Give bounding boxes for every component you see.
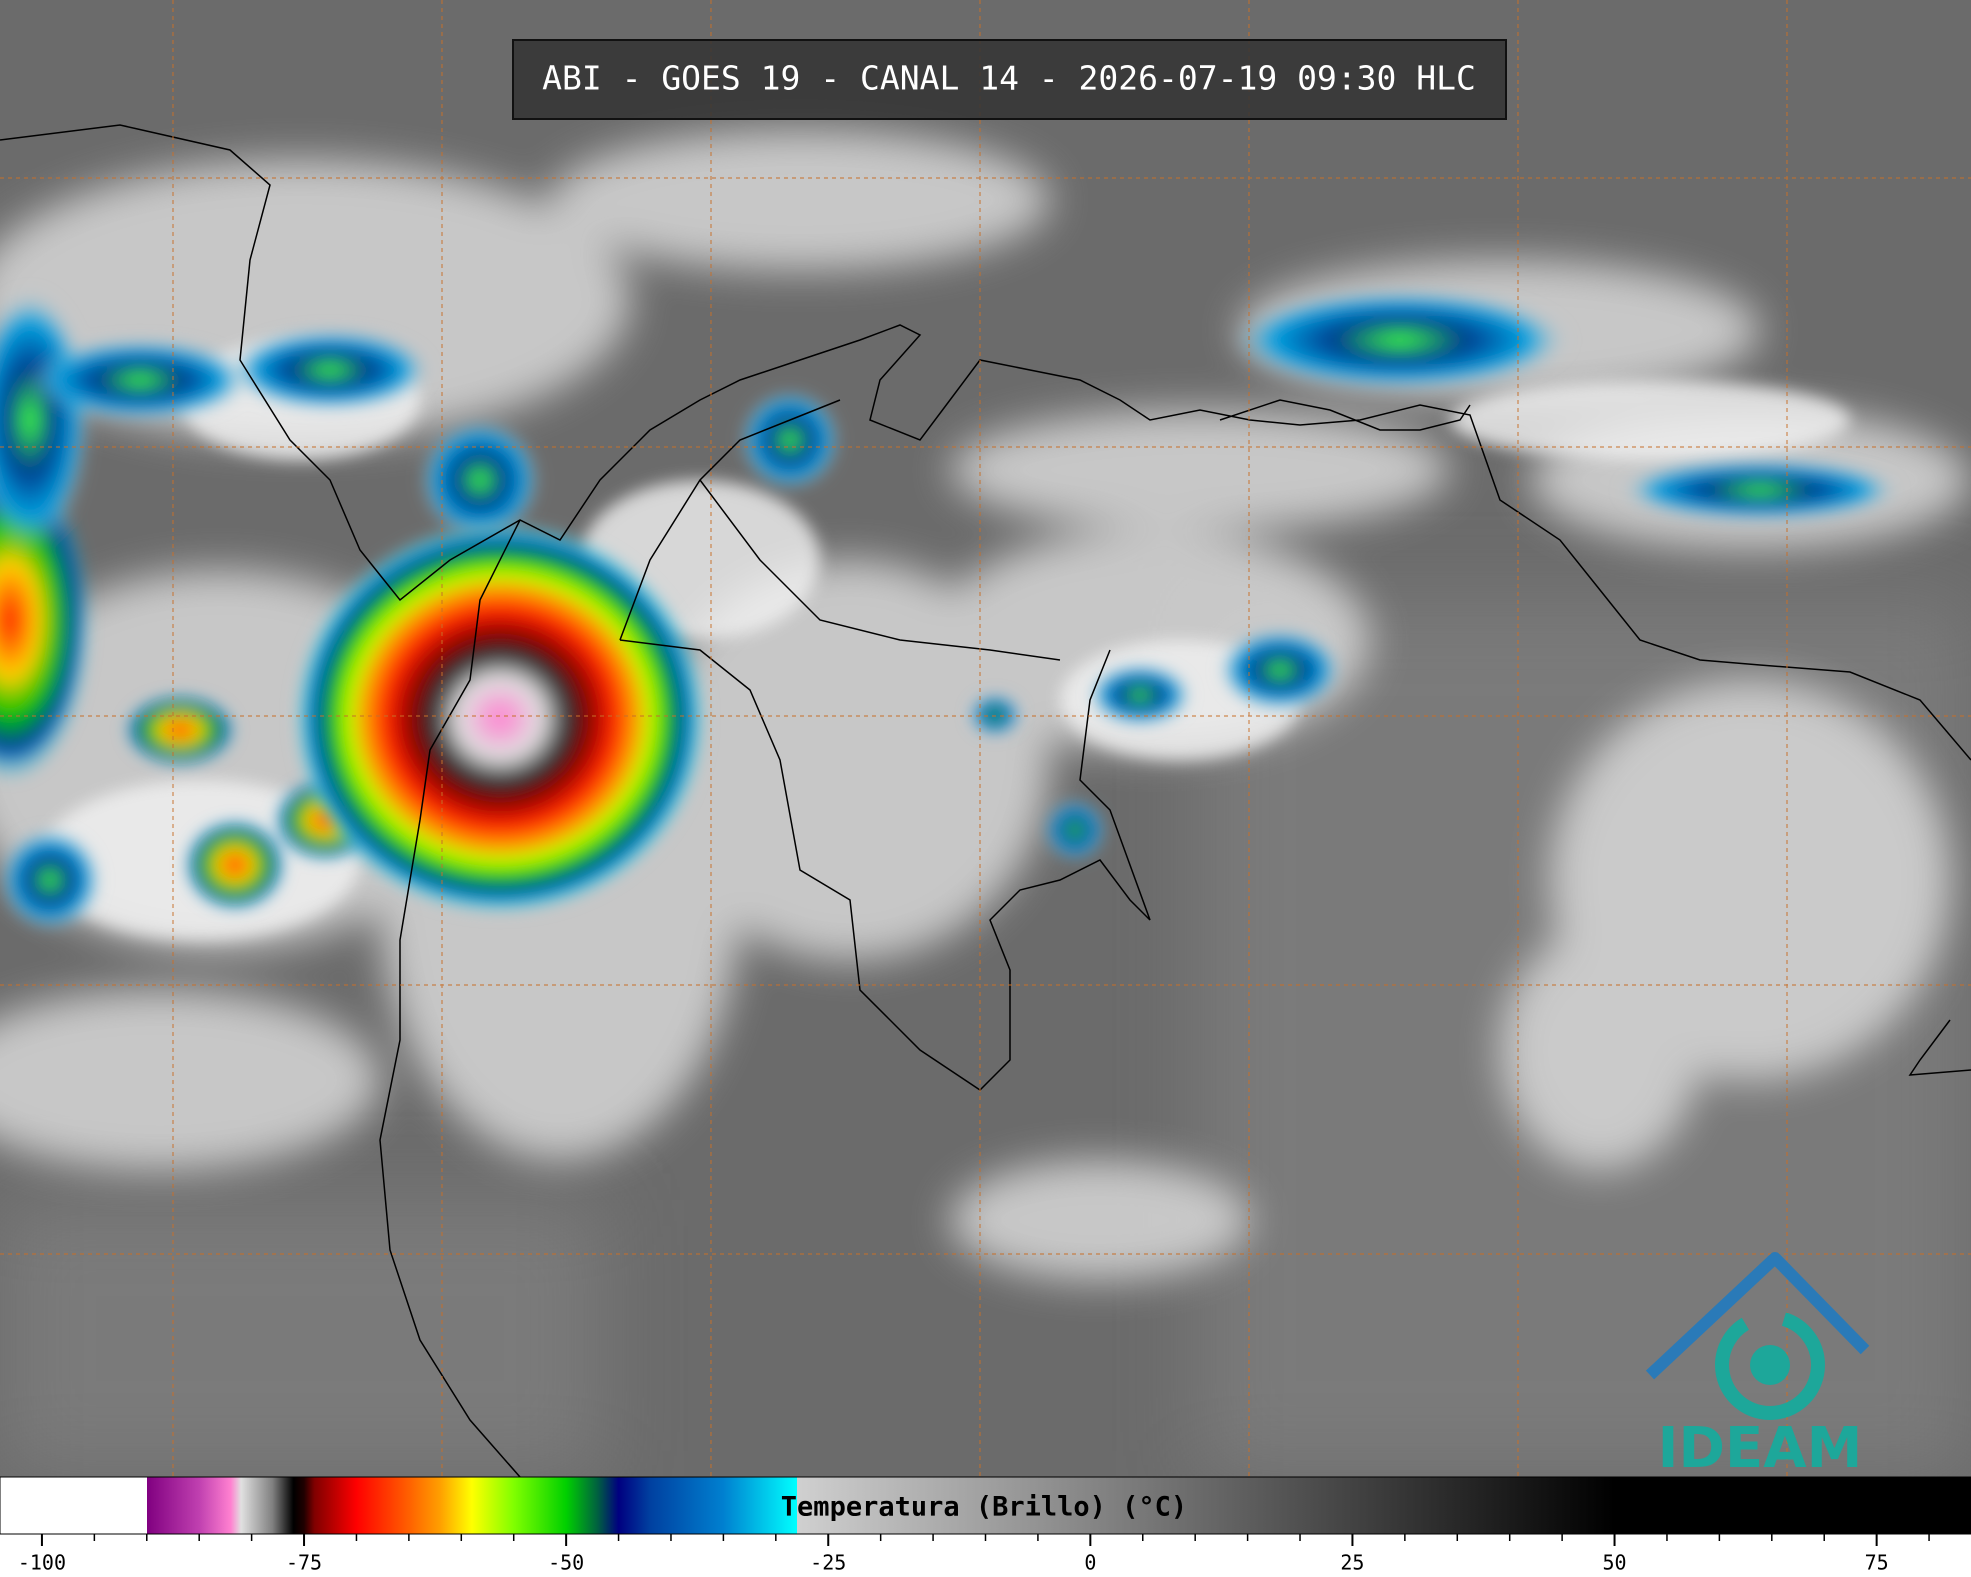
tick-label: 0 — [1084, 1551, 1096, 1575]
graticule — [0, 0, 1971, 1477]
tick-label: -25 — [810, 1551, 846, 1575]
colorbar: -100 -75 -50 -25 0 25 50 75 — [0, 1476, 1971, 1575]
title: ABI - GOES 19 - CANAL 14 - 2026-07-19 09… — [542, 59, 1476, 98]
tick-label: 25 — [1340, 1551, 1364, 1575]
colorbar-scale — [0, 1476, 1971, 1535]
tick-label: 50 — [1602, 1551, 1626, 1575]
satellite-image — [0, 0, 1971, 1478]
storm — [295, 523, 705, 913]
tick-label: -100 — [18, 1551, 66, 1575]
tick-label: 75 — [1865, 1551, 1889, 1575]
colorbar-label: Temperatura (Brillo) (°C) — [781, 1492, 1187, 1523]
logo-text: IDEAM — [1658, 1416, 1863, 1481]
title-box — [512, 39, 1507, 120]
tick-label: -50 — [548, 1551, 584, 1575]
logo: IDEAM — [1645, 1252, 1870, 1481]
tick-label: -75 — [286, 1551, 322, 1575]
